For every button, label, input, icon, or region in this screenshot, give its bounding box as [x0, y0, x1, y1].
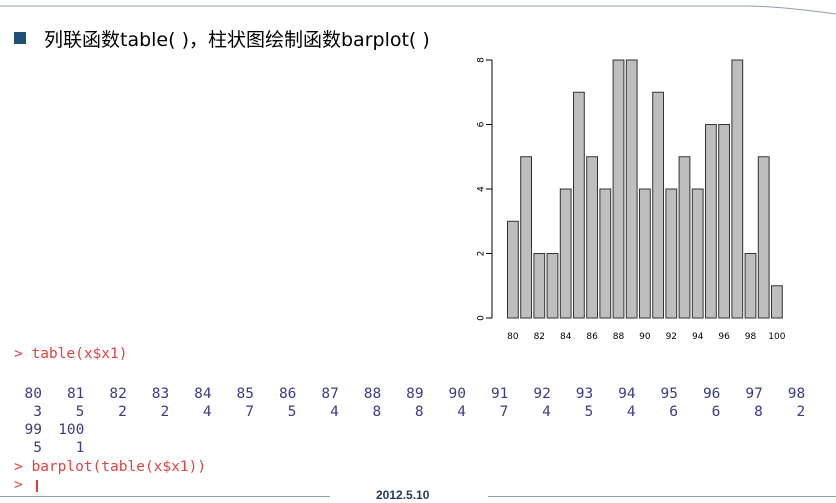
table-output-labels-row-1: 80 81 82 83 84 85 86 87 88 89 90 91 92 93 94 95 96 97 98 [14, 386, 836, 404]
bar-98 [744, 253, 757, 319]
console-command-barplot: > barplot(table(x$x1)) [14, 459, 207, 475]
bar-99 [757, 156, 770, 319]
table-value-label: 89 [406, 386, 424, 402]
barplot-chart: 0 2 4 6 8 80 82 84 86 88 90 92 94 96 98 100 [477, 57, 786, 342]
table-count: 1 [75, 440, 85, 456]
y-tick-label: 4 [477, 186, 487, 192]
y-tick-label: 6 [477, 121, 487, 127]
table-value-label: 85 [236, 386, 254, 402]
x-tick-label: 86 [586, 332, 598, 342]
table-count: 4 [542, 404, 551, 420]
table-value-label: 82 [109, 386, 127, 402]
table-value-label: 97 [745, 386, 763, 402]
bar-89 [625, 59, 638, 319]
slide-title: 列联函数table( )，柱状图绘制函数barplot( ) [44, 28, 430, 51]
table-value-label: 91 [490, 386, 509, 402]
bar-92 [665, 188, 678, 319]
text-cursor [36, 480, 38, 492]
table-count: 4 [457, 404, 466, 420]
table-value-label: 94 [618, 386, 636, 402]
x-tick-label: 94 [692, 332, 704, 342]
table-count: 5 [75, 404, 85, 420]
table-count: 2 [796, 404, 806, 420]
bar-81 [520, 156, 533, 319]
table-count: 5 [33, 440, 42, 456]
table-count: 5 [584, 404, 594, 420]
bar-85 [573, 91, 585, 319]
table-count: 5 [287, 404, 297, 420]
bar-93 [678, 156, 691, 319]
x-tick-label: 100 [768, 332, 785, 342]
table-count: 6 [711, 404, 721, 420]
table-value-label: 83 [151, 386, 170, 402]
table-count: 2 [160, 404, 170, 420]
table-output-counts-row-1: 3 5 2 2 4 7 5 4 8 8 4 7 4 5 4 6 6 8 2 [14, 404, 836, 422]
square-bullet-icon [14, 32, 26, 44]
bar-83 [546, 253, 559, 319]
bar-100 [771, 285, 783, 319]
bar-97 [731, 59, 744, 319]
table-count: 8 [754, 404, 763, 420]
y-tick-label: 8 [477, 57, 487, 63]
table-count: 8 [372, 404, 382, 420]
table-value-label: 98 [787, 386, 806, 402]
bar-80 [507, 220, 519, 319]
bar-87 [599, 188, 612, 319]
table-value-label: 93 [575, 386, 594, 402]
header-rule [0, 5, 836, 15]
table-count: 7 [245, 404, 254, 420]
x-tick-label: 80 [507, 332, 519, 342]
table-count: 4 [626, 404, 636, 420]
table-value-label: 100 [58, 422, 85, 438]
footer-rule-right [488, 496, 836, 497]
x-tick-label: 88 [613, 332, 625, 342]
table-value-label: 87 [321, 386, 339, 402]
footer-date: 2012.5.10 [376, 488, 430, 502]
bar-90 [639, 188, 651, 319]
table-count: 6 [669, 404, 678, 420]
table-count: 7 [499, 404, 509, 420]
console-prompt[interactable]: > [14, 477, 23, 493]
table-value-label: 99 [24, 422, 42, 438]
table-value-label: 88 [363, 386, 382, 402]
x-tick-label: 90 [639, 332, 651, 342]
slide-heading: 列联函数table( )，柱状图绘制函数barplot( ) [14, 26, 430, 51]
table-value-label: 81 [66, 386, 85, 402]
bar-84 [559, 188, 572, 319]
x-tick-label: 82 [534, 332, 545, 342]
bar-95 [705, 124, 717, 319]
bar-82 [533, 253, 546, 319]
table-value-label: 90 [448, 386, 466, 402]
table-value-label: 96 [702, 386, 721, 402]
x-tick-label: 92 [666, 332, 677, 342]
y-tick-label: 2 [477, 251, 487, 257]
table-value-label: 80 [24, 386, 42, 402]
bar-91 [652, 91, 664, 319]
table-count: 3 [33, 404, 42, 420]
table-count: 8 [414, 404, 424, 420]
footer-rule-left [0, 496, 330, 497]
table-value-label: 95 [660, 386, 678, 402]
bar-94 [691, 188, 704, 319]
console-command-table: > table(x$x1) [14, 346, 128, 362]
bar-86 [586, 156, 598, 319]
table-value-label: 86 [278, 386, 297, 402]
bar-88 [612, 59, 625, 319]
bar-96 [718, 124, 730, 319]
table-count: 4 [202, 404, 212, 420]
table-count: 4 [330, 404, 339, 420]
y-tick-label: 0 [477, 315, 487, 321]
table-value-label: 84 [194, 386, 212, 402]
x-tick-label: 84 [560, 332, 572, 342]
table-value-label: 92 [533, 386, 551, 402]
x-tick-label: 98 [745, 332, 757, 342]
table-output-labels-row-2: 99 100 [14, 422, 836, 440]
table-count: 2 [118, 404, 127, 420]
x-tick-label: 96 [718, 332, 730, 342]
